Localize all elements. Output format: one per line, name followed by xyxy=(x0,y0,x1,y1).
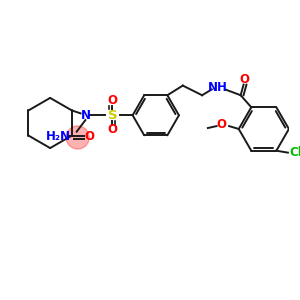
Circle shape xyxy=(66,126,89,149)
Text: O: O xyxy=(239,73,250,86)
Text: O: O xyxy=(84,130,94,143)
Text: N: N xyxy=(80,109,90,122)
Text: H₂N: H₂N xyxy=(46,130,71,143)
Text: O: O xyxy=(216,118,226,131)
Text: Cl: Cl xyxy=(289,146,300,159)
Text: S: S xyxy=(108,109,117,122)
Text: O: O xyxy=(107,123,117,136)
Text: O: O xyxy=(107,94,117,107)
Text: NH: NH xyxy=(208,81,227,94)
